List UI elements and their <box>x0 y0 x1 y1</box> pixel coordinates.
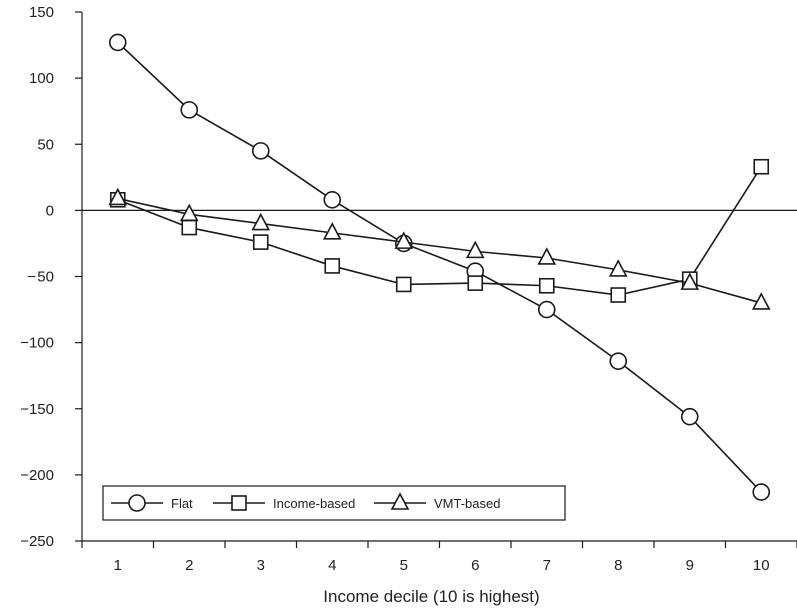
x-tick-label: 6 <box>471 557 479 574</box>
x-tick-label: 2 <box>185 557 193 574</box>
series-line-vmt-based <box>117 197 762 304</box>
legend-box <box>102 485 566 521</box>
point-income-based <box>467 275 484 291</box>
x-tick-label: 3 <box>257 557 265 574</box>
series-flat <box>108 33 771 501</box>
x-tick-label: 5 <box>400 557 408 574</box>
y-tick-label: −250 <box>20 533 54 550</box>
legend-label-vmt-based: VMT-based <box>434 496 500 511</box>
point-vmt-based <box>680 272 700 290</box>
point-flat <box>680 407 699 426</box>
point-flat <box>251 142 270 160</box>
legend: Flat Income-based VMT-based <box>102 485 566 521</box>
x-tick-label: 8 <box>614 557 622 574</box>
x-tick-label: 7 <box>543 557 551 574</box>
point-flat <box>752 483 771 501</box>
point-income-based <box>610 287 627 303</box>
point-income-based <box>395 276 412 293</box>
series-layer <box>108 33 771 501</box>
y-tick-label: −100 <box>20 335 54 352</box>
y-tick-label: 100 <box>29 70 54 87</box>
point-flat <box>323 190 342 209</box>
legend-items: Flat Income-based VMT-based <box>111 492 500 512</box>
point-vmt-based <box>608 259 628 277</box>
x-tick-label: 10 <box>753 557 770 574</box>
point-income-based <box>181 219 198 236</box>
point-flat <box>108 33 127 52</box>
series-income-based <box>109 158 770 303</box>
x-tick-label: 4 <box>328 557 336 574</box>
point-flat <box>537 300 556 319</box>
x-axis-title: Income decile (10 is highest) <box>323 587 539 606</box>
point-income-based <box>252 234 269 250</box>
point-vmt-based <box>537 247 557 265</box>
y-tick-label: 50 <box>37 136 54 153</box>
point-vmt-based <box>394 231 414 249</box>
y-tick-label: −150 <box>20 401 54 418</box>
legend-marker-flat <box>128 494 146 512</box>
point-flat <box>180 101 199 119</box>
point-vmt-based <box>465 240 485 259</box>
point-income-based <box>324 258 341 274</box>
legend-marker-vmt-based <box>390 492 410 510</box>
point-flat <box>609 352 628 370</box>
legend-item-vmt-based: VMT-based <box>374 492 500 511</box>
point-vmt-based <box>251 212 271 231</box>
series-line-flat <box>117 41 762 493</box>
legend-label-income-based: Income-based <box>273 496 355 511</box>
series-line-income-based <box>117 166 762 296</box>
point-vmt-based <box>751 292 771 310</box>
legend-marker-income-based <box>231 495 247 511</box>
ticks: 150 100 50 0 − 50 −100 −150 −200 −250 1 2 3 4 5 6 7 8 9 10 <box>20 4 797 574</box>
point-income-based <box>753 158 770 175</box>
point-vmt-based <box>322 222 342 240</box>
legend-item-flat: Flat <box>111 494 193 512</box>
x-tick-label: 9 <box>686 557 694 574</box>
y-tick-label: 150 <box>29 4 54 21</box>
y-tick-label: 0 <box>46 202 54 219</box>
y-tick-label: − 50 <box>27 269 54 286</box>
point-vmt-based <box>108 187 128 206</box>
x-tick-label: 1 <box>114 557 122 574</box>
legend-item-income-based: Income-based <box>213 495 355 511</box>
point-income-based <box>538 277 555 294</box>
legend-label-flat: Flat <box>171 496 193 511</box>
series-vmt-based <box>108 187 771 310</box>
y-tick-label: −200 <box>20 467 54 484</box>
point-vmt-based <box>179 203 199 222</box>
